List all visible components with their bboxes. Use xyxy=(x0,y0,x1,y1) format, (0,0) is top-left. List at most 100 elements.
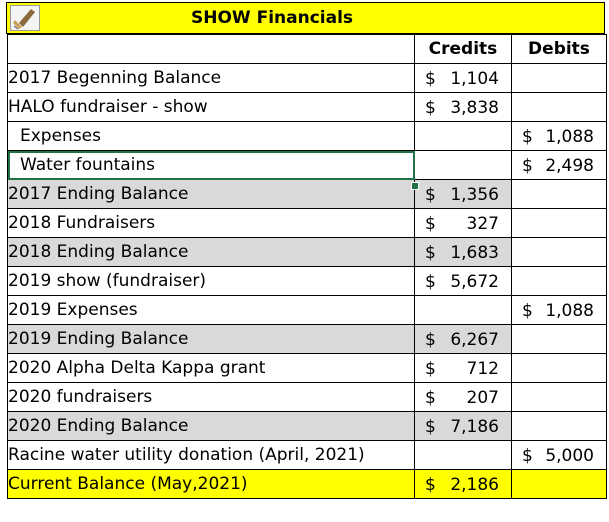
row-label[interactable]: 2019 Expenses xyxy=(7,295,415,325)
credit-cell[interactable]: $712 xyxy=(414,353,512,383)
header-row: Credits Debits xyxy=(7,34,607,64)
debit-cell[interactable]: $1,088 xyxy=(511,121,607,151)
currency-symbol: $ xyxy=(425,272,436,292)
debit-cell[interactable] xyxy=(511,266,607,296)
table-row: 2020 Ending Balance $7,186 xyxy=(7,411,607,441)
currency-symbol: $ xyxy=(522,446,533,466)
credit-cell[interactable]: $6,267 xyxy=(414,324,512,354)
table-row: 2019 Ending Balance $6,267 xyxy=(7,324,607,354)
table-row: HALO fundraiser - show $3,838 xyxy=(7,92,607,122)
row-label[interactable]: 2020 fundraisers xyxy=(7,382,415,412)
debit-cell[interactable]: $5,000 xyxy=(511,440,607,470)
row-label-selected[interactable]: Water fountains xyxy=(7,150,415,180)
table-row: 2020 fundraisers $207 xyxy=(7,382,607,412)
debit-value: 1,088 xyxy=(545,127,594,147)
row-label[interactable]: 2020 Ending Balance xyxy=(7,411,415,441)
credit-cell[interactable] xyxy=(414,121,512,151)
row-label[interactable]: Racine water utility donation (April, 20… xyxy=(7,440,415,470)
debit-cell[interactable]: $2,498 xyxy=(511,150,607,180)
table-row: Racine water utility donation (April, 20… xyxy=(7,440,607,470)
row-label[interactable]: Current Balance (May,2021) xyxy=(7,469,415,499)
row-label[interactable]: 2019 show (fundraiser) xyxy=(7,266,415,296)
debit-cell[interactable] xyxy=(511,469,607,499)
currency-symbol: $ xyxy=(425,69,436,89)
credit-value: 2,186 xyxy=(450,475,499,495)
row-label[interactable]: 2018 Ending Balance xyxy=(7,237,415,267)
credit-cell[interactable]: $1,683 xyxy=(414,237,512,267)
credit-value: 327 xyxy=(466,214,499,234)
row-label[interactable]: 2017 Ending Balance xyxy=(7,179,415,209)
credit-value: 7,186 xyxy=(450,417,499,437)
financials-table: Credits Debits 2017 Begenning Balance $1… xyxy=(7,34,607,499)
row-label[interactable]: 2018 Fundraisers xyxy=(7,208,415,238)
currency-symbol: $ xyxy=(425,98,436,118)
debit-cell[interactable] xyxy=(511,92,607,122)
credit-cell[interactable] xyxy=(414,295,512,325)
table-row: Water fountains $2,498 xyxy=(7,150,607,180)
currency-symbol: $ xyxy=(425,243,436,263)
title-bar: SHOW Financials xyxy=(6,2,605,34)
debit-cell[interactable] xyxy=(511,63,607,93)
credit-cell[interactable] xyxy=(414,150,512,180)
credit-cell[interactable] xyxy=(414,440,512,470)
currency-symbol: $ xyxy=(425,388,436,408)
credit-value: 5,672 xyxy=(450,272,499,292)
current-balance-row: Current Balance (May,2021) $2,186 xyxy=(7,469,607,499)
table-row: 2017 Begenning Balance $1,104 xyxy=(7,63,607,93)
currency-symbol: $ xyxy=(425,417,436,437)
debit-value: 5,000 xyxy=(545,446,594,466)
table-row: 2020 Alpha Delta Kappa grant $712 xyxy=(7,353,607,383)
table-row: 2018 Ending Balance $1,683 xyxy=(7,237,607,267)
currency-symbol: $ xyxy=(425,475,436,495)
row-label[interactable]: 2020 Alpha Delta Kappa grant xyxy=(7,353,415,383)
debits-header[interactable]: Debits xyxy=(511,34,607,64)
credit-cell[interactable]: $327 xyxy=(414,208,512,238)
row-label[interactable]: 2017 Begenning Balance xyxy=(7,63,415,93)
sheet-title: SHOW Financials xyxy=(190,8,354,28)
debit-cell[interactable] xyxy=(511,208,607,238)
credit-value: 1,104 xyxy=(450,69,499,89)
currency-symbol: $ xyxy=(522,127,533,147)
table-row: 2017 Ending Balance $1,356 xyxy=(7,179,607,209)
row-label[interactable]: Expenses xyxy=(7,121,415,151)
credit-cell[interactable]: $1,104 xyxy=(414,63,512,93)
currency-symbol: $ xyxy=(425,214,436,234)
credit-value: 3,838 xyxy=(450,98,499,118)
table-row: 2019 show (fundraiser) $5,672 xyxy=(7,266,607,296)
currency-symbol: $ xyxy=(425,359,436,379)
debit-value: 2,498 xyxy=(545,156,594,176)
credit-value: 1,356 xyxy=(450,185,499,205)
credit-value: 207 xyxy=(466,388,499,408)
debit-cell[interactable] xyxy=(511,179,607,209)
debit-cell[interactable] xyxy=(511,237,607,267)
credit-cell[interactable]: $3,838 xyxy=(414,92,512,122)
empty-header-cell[interactable] xyxy=(7,34,415,64)
credit-cell[interactable]: $1,356 xyxy=(414,179,512,209)
credit-value: 6,267 xyxy=(450,330,499,350)
credit-cell[interactable]: $5,672 xyxy=(414,266,512,296)
credit-cell[interactable]: $7,186 xyxy=(414,411,512,441)
currency-symbol: $ xyxy=(425,185,436,205)
currency-symbol: $ xyxy=(522,156,533,176)
debit-cell[interactable] xyxy=(511,382,607,412)
row-label[interactable]: 2019 Ending Balance xyxy=(7,324,415,354)
credit-value: 712 xyxy=(466,359,499,379)
debit-cell[interactable] xyxy=(511,411,607,441)
currency-symbol: $ xyxy=(425,330,436,350)
credits-header[interactable]: Credits xyxy=(414,34,512,64)
table-row: 2019 Expenses $1,088 xyxy=(7,295,607,325)
debit-value: 1,088 xyxy=(545,301,594,321)
table-row: Expenses $1,088 xyxy=(7,121,607,151)
debit-cell[interactable]: $1,088 xyxy=(511,295,607,325)
credit-cell[interactable]: $2,186 xyxy=(414,469,512,499)
currency-symbol: $ xyxy=(522,301,533,321)
debit-cell[interactable] xyxy=(511,324,607,354)
fill-handle[interactable] xyxy=(411,182,419,190)
row-label[interactable]: HALO fundraiser - show xyxy=(7,92,415,122)
paintbrush-icon xyxy=(10,5,40,31)
debit-cell[interactable] xyxy=(511,353,607,383)
credit-cell[interactable]: $207 xyxy=(414,382,512,412)
table-row: 2018 Fundraisers $327 xyxy=(7,208,607,238)
credit-value: 1,683 xyxy=(450,243,499,263)
